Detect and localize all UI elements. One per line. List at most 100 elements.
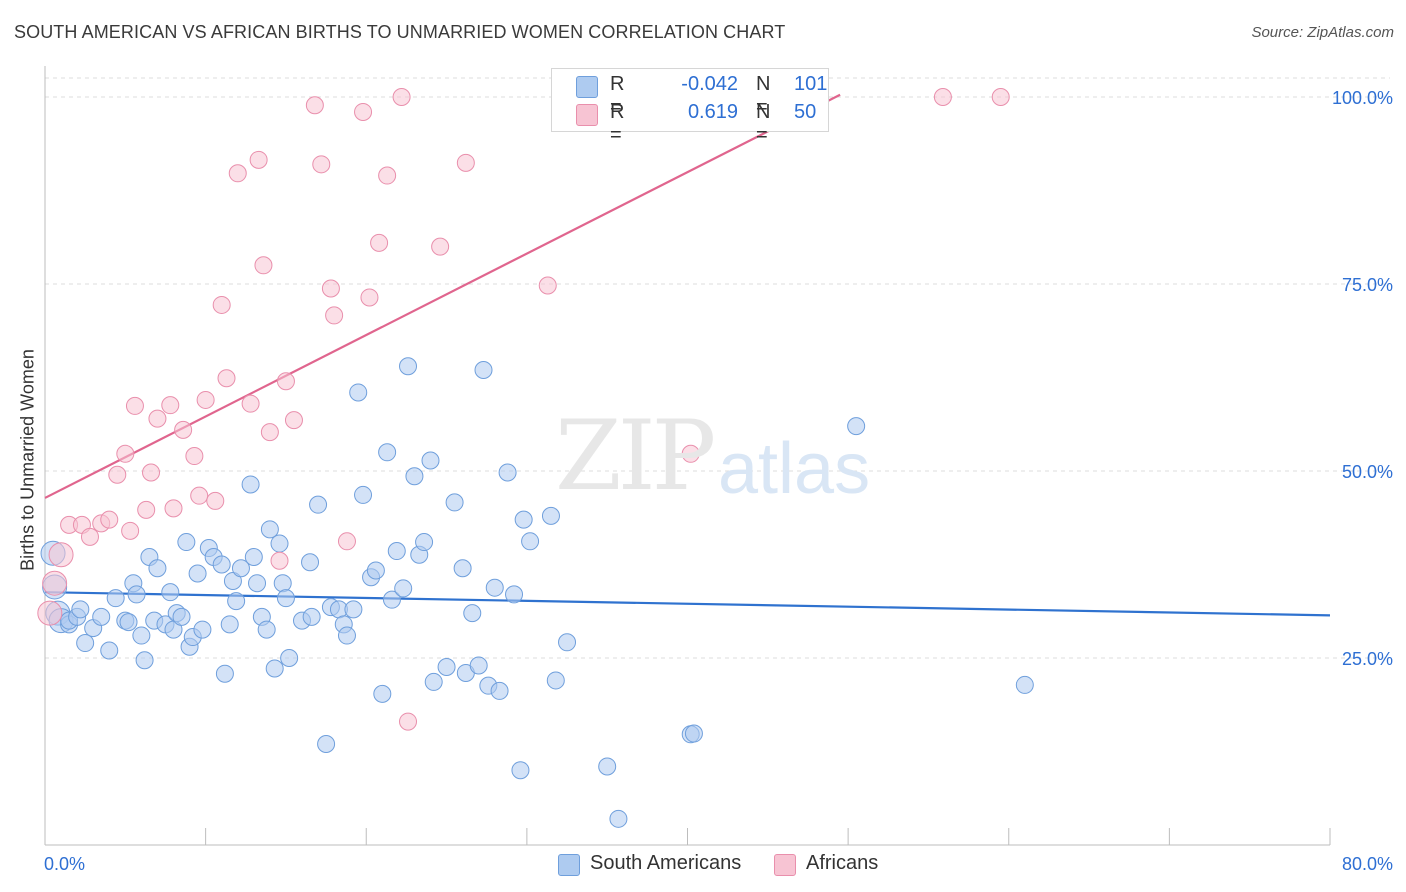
south-americans-point — [463, 604, 482, 623]
south-americans-point — [511, 761, 530, 780]
africans-point — [431, 237, 450, 256]
south-americans-point — [469, 656, 488, 675]
africans-point — [370, 233, 389, 252]
x-tick-labels: 0.0% 80.0% — [44, 854, 1393, 874]
south-americans-point — [260, 520, 279, 539]
africans-point — [142, 463, 161, 482]
south-americans-points — [40, 357, 1034, 828]
africans-point — [164, 499, 183, 518]
y-tick-label: 75.0% — [1342, 275, 1393, 295]
south-americans-point — [135, 651, 154, 670]
south-americans-point — [119, 613, 138, 632]
correlation-legend: R = -0.042 N = 101 R = 0.619 N = 50 — [551, 68, 829, 146]
africans-point — [228, 164, 247, 183]
y-tick-labels: 25.0% 50.0% 75.0% 100.0% — [1332, 88, 1393, 669]
south-americans-point — [505, 585, 524, 604]
south-americans-point — [215, 664, 234, 683]
south-americans-point — [127, 585, 146, 604]
south-americans-point — [421, 451, 440, 470]
africans-point — [354, 102, 373, 121]
south-americans-point — [106, 589, 125, 608]
africans-point — [196, 390, 215, 409]
africans-point — [125, 396, 144, 415]
x-tick-label: 80.0% — [1342, 854, 1393, 874]
south-americans-point — [1015, 675, 1034, 694]
south-americans-point — [309, 495, 328, 514]
south-americans-point — [148, 559, 167, 578]
south-americans-point — [302, 607, 321, 626]
africans-point — [174, 420, 193, 439]
r-value: 0.619 — [687, 101, 738, 123]
south-americans-point — [161, 583, 180, 602]
south-americans-point — [445, 493, 464, 512]
south-americans-point — [257, 620, 276, 639]
south-americans-trendline-layer — [44, 591, 1331, 617]
africans-point — [100, 510, 119, 529]
africans-point — [121, 521, 140, 540]
r-label: R = — [610, 73, 625, 118]
south-americans-point — [382, 590, 401, 609]
south-americans-point — [373, 684, 392, 703]
africans-point — [254, 256, 273, 275]
south-americans-point — [265, 659, 284, 678]
n-label: N = — [756, 73, 771, 118]
south-americans-point — [100, 641, 119, 660]
africans-point — [392, 88, 411, 106]
south-americans-point — [227, 592, 246, 611]
south-americans-point — [71, 600, 90, 619]
africans-swatch — [774, 854, 796, 876]
south-americans-point — [354, 485, 373, 504]
n-value: 101 — [794, 73, 828, 95]
africans-point — [137, 500, 156, 519]
africans-point — [212, 295, 231, 314]
africans-point — [48, 542, 74, 568]
africans-point — [148, 409, 167, 428]
south-americans-point — [541, 506, 560, 525]
africans-point — [276, 372, 295, 391]
south-americans-point — [248, 574, 267, 593]
south-americans-swatch — [558, 854, 580, 876]
africans-point — [312, 155, 331, 174]
south-americans-point — [378, 443, 397, 462]
south-americans-point — [276, 589, 295, 608]
south-americans-point — [498, 463, 517, 482]
south-americans-point — [485, 578, 504, 597]
y-tick-label: 100.0% — [1332, 88, 1393, 108]
africans-point — [80, 527, 99, 546]
africans-point — [399, 712, 418, 731]
south-americans-point — [405, 467, 424, 486]
africans-point — [991, 88, 1010, 106]
africans-point — [190, 486, 209, 505]
south-americans-point — [558, 633, 577, 652]
south-americans-point — [490, 681, 509, 700]
south-americans-point — [220, 615, 239, 634]
south-americans-point — [231, 559, 250, 578]
south-americans-point — [399, 357, 418, 376]
r-label: R = — [610, 101, 625, 146]
africans-swatch — [576, 104, 598, 126]
south-americans-point — [514, 510, 533, 529]
south-americans-point — [301, 553, 320, 572]
axes — [44, 66, 1331, 846]
africans-point — [217, 369, 236, 388]
south-americans-point — [241, 475, 260, 494]
south-americans-point — [132, 626, 151, 645]
south-americans-point — [453, 559, 472, 578]
africans-point — [321, 279, 340, 298]
n-value: 50 — [794, 101, 817, 123]
south-americans-point — [349, 383, 368, 402]
south-americans-point — [337, 626, 356, 645]
south-americans-point — [546, 671, 565, 690]
south-americans-point — [92, 607, 111, 626]
africans-point — [305, 96, 324, 115]
africans-point — [378, 166, 397, 185]
africans-point — [108, 465, 127, 484]
africans-point — [116, 444, 135, 463]
africans-point — [37, 600, 63, 626]
africans-point — [538, 276, 557, 295]
africans-point — [933, 88, 952, 106]
chart-title: SOUTH AMERICAN VS AFRICAN BIRTHS TO UNMA… — [14, 22, 786, 42]
south-americans-point — [684, 724, 703, 743]
x-tick-label: 0.0% — [44, 854, 85, 874]
